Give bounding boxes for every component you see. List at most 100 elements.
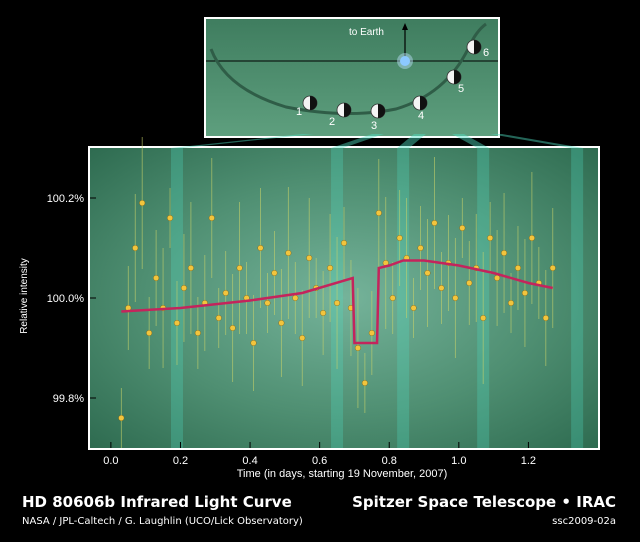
data-point xyxy=(521,290,528,297)
connector-4 xyxy=(452,134,490,148)
data-point xyxy=(208,214,215,221)
x-axis-ticks: 0.0 0.2 0.4 0.6 0.8 1.0 1.2 xyxy=(103,442,536,467)
data-point xyxy=(187,265,194,272)
data-point xyxy=(334,300,341,307)
y-tick-label: 100.0% xyxy=(47,293,85,305)
data-point xyxy=(354,345,361,352)
y-tick-label: 100.2% xyxy=(47,193,85,205)
planet-positions: 1 2 3 4 5 6 xyxy=(296,39,489,132)
data-point xyxy=(229,325,236,332)
data-point xyxy=(153,275,160,282)
planet-shadow xyxy=(310,96,317,110)
planet-label: 6 xyxy=(483,47,489,59)
data-point xyxy=(285,249,292,256)
planet-4: 4 xyxy=(412,95,428,122)
planet-shadow xyxy=(378,104,385,118)
planet-5: 5 xyxy=(446,69,464,95)
data-point xyxy=(132,244,139,251)
planet-label: 1 xyxy=(296,106,302,118)
planet-shadow xyxy=(420,96,427,110)
planet-label: 4 xyxy=(418,110,424,122)
x-tick-label: 1.2 xyxy=(521,455,536,467)
inset-connectors xyxy=(170,134,584,148)
data-point xyxy=(501,249,508,256)
data-point xyxy=(452,295,459,302)
data-point xyxy=(424,270,431,277)
light-curve-chart: 0.0 0.2 0.4 0.6 0.8 1.0 1.2 99.8%100.0%100.2% … xyxy=(19,134,584,480)
connector-3 xyxy=(397,134,426,148)
data-point xyxy=(528,234,535,241)
y-axis-label: Relative intensity xyxy=(19,258,30,334)
planet-label: 3 xyxy=(371,120,377,132)
data-point xyxy=(341,239,348,246)
x-tick-label: 1.0 xyxy=(451,455,466,467)
x-tick-label: 0.6 xyxy=(312,455,327,467)
image-code: ssc2009-02a xyxy=(552,516,616,527)
y-axis-ticks: 99.8% 100.0% 100.2% xyxy=(47,193,96,405)
to-earth-label: to Earth xyxy=(349,27,384,38)
orbit-inset: to Earth 1 2 3 4 5 6 xyxy=(204,17,500,138)
data-point xyxy=(299,335,306,342)
data-point xyxy=(180,285,187,292)
data-point xyxy=(438,285,445,292)
planet-6: 6 xyxy=(466,39,489,59)
planet-1: 1 xyxy=(296,95,318,118)
data-point xyxy=(215,315,222,322)
data-point xyxy=(327,265,334,272)
instrument-title: Spitzer Space Telescope • IRAC xyxy=(352,493,616,511)
planet-shadow xyxy=(344,103,351,117)
earth-direction-arrow-icon xyxy=(402,23,408,30)
planet-3: 3 xyxy=(370,103,386,132)
data-point xyxy=(292,295,299,302)
planet-shadow xyxy=(474,40,481,54)
data-point xyxy=(466,280,473,287)
plot-frame xyxy=(88,146,600,450)
data-point xyxy=(271,270,278,277)
data-point xyxy=(480,315,487,322)
data-point xyxy=(514,265,521,272)
data-point xyxy=(139,199,146,206)
data-point xyxy=(278,320,285,327)
data-point xyxy=(417,244,424,251)
data-point xyxy=(549,265,556,272)
data-point xyxy=(236,265,243,272)
data-point xyxy=(389,295,396,302)
connector-2 xyxy=(331,134,384,148)
credit-line: NASA / JPL-Caltech / G. Laughlin (UCO/Li… xyxy=(22,516,303,527)
data-point xyxy=(173,320,180,327)
x-axis-label: Time (in days, starting 19 November, 200… xyxy=(237,468,448,480)
data-point xyxy=(361,380,368,387)
data-point xyxy=(494,275,501,282)
planet-label: 2 xyxy=(329,116,335,128)
data-point xyxy=(431,219,438,226)
orbit-diagram: to Earth 1 2 3 4 5 6 xyxy=(206,22,498,132)
x-tick-label: 0.0 xyxy=(103,455,118,467)
y-tick-label: 99.8% xyxy=(53,393,84,405)
x-tick-label: 0.4 xyxy=(242,455,257,467)
data-point xyxy=(542,315,549,322)
highlight-band-5 xyxy=(571,148,584,448)
connector-1 xyxy=(170,134,314,148)
data-point xyxy=(167,214,174,221)
planet-shadow xyxy=(454,70,461,84)
data-point xyxy=(410,305,417,312)
data-point xyxy=(396,234,403,241)
data-point xyxy=(250,340,257,347)
data-point xyxy=(375,209,382,216)
data-point xyxy=(194,330,201,337)
connector-5 xyxy=(490,134,584,148)
data-point xyxy=(264,300,271,307)
x-tick-label: 0.8 xyxy=(382,455,397,467)
planet-2: 2 xyxy=(329,102,352,128)
figure-title: HD 80606b Infrared Light Curve xyxy=(22,493,292,511)
data-point xyxy=(146,330,153,337)
data-point xyxy=(118,415,125,422)
data-point xyxy=(368,330,375,337)
data-point xyxy=(222,290,229,297)
planet-label: 5 xyxy=(458,83,464,95)
data-point xyxy=(487,234,494,241)
x-tick-label: 0.2 xyxy=(173,455,188,467)
star-icon xyxy=(400,56,410,66)
data-point xyxy=(508,300,515,307)
highlight-band-3 xyxy=(397,148,410,448)
